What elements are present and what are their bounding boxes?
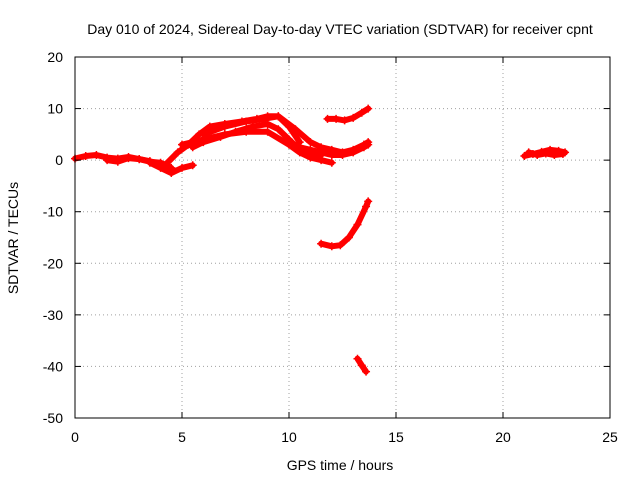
- series-trace: [318, 198, 372, 250]
- data-point: [364, 197, 373, 206]
- data-point: [199, 130, 208, 139]
- data-point: [306, 153, 315, 162]
- data-point: [332, 114, 341, 123]
- data-point: [259, 114, 268, 123]
- data-point: [357, 108, 366, 117]
- x-axis-label: GPS time / hours: [287, 457, 394, 473]
- data-point: [357, 361, 366, 370]
- data-point: [344, 233, 353, 242]
- data-point: [338, 150, 347, 159]
- data-point: [274, 112, 283, 121]
- data-point: [263, 120, 272, 129]
- series-arc-10: [317, 197, 373, 251]
- grid-layer: [75, 57, 610, 418]
- data-point: [359, 143, 368, 152]
- x-tick-label: 15: [388, 429, 404, 445]
- data-point: [178, 140, 186, 149]
- data-point: [167, 169, 176, 178]
- data-point: [173, 148, 182, 157]
- data-point: [291, 125, 300, 134]
- data-point: [541, 149, 550, 158]
- x-tick-label: 5: [178, 429, 186, 445]
- data-point: [317, 148, 326, 157]
- tick-layer: 0 5 10 15 20 25 20 10 0 -10 -20 -30 -40 -50: [43, 49, 618, 445]
- data-point: [550, 150, 559, 159]
- chart-title: Day 010 of 2024, Sidereal Day-to-day VTE…: [87, 21, 593, 37]
- data-point: [306, 145, 315, 154]
- data-point: [145, 158, 154, 167]
- plot-frame: [74, 56, 611, 419]
- series-trace: [179, 128, 335, 166]
- data-point: [317, 239, 326, 248]
- data-point: [160, 161, 169, 170]
- data-point: [103, 156, 112, 165]
- data-point: [340, 116, 349, 125]
- x-tick-label: 0: [71, 429, 79, 445]
- data-point: [135, 155, 144, 164]
- y-tick-label: -10: [43, 204, 63, 220]
- data-point: [178, 163, 186, 172]
- data-point: [353, 220, 362, 229]
- data-point: [353, 354, 362, 363]
- series-arc-9: [323, 104, 373, 125]
- data-point: [285, 140, 293, 149]
- x-tick-label: 10: [281, 429, 297, 445]
- data-point: [524, 148, 533, 157]
- data-point: [295, 143, 304, 152]
- y-axis-label: SDTVAR / TECUs: [5, 182, 21, 294]
- series-arc-8: [295, 140, 373, 159]
- data-point: [327, 158, 336, 167]
- data-point: [364, 140, 373, 149]
- data-point: [336, 241, 345, 250]
- y-tick-label: 10: [47, 101, 63, 117]
- data-point: [327, 150, 336, 159]
- y-tick-label: -40: [43, 358, 63, 374]
- x-tick-label: 25: [602, 429, 618, 445]
- y-tick-label: 0: [55, 152, 63, 168]
- data-point: [274, 125, 283, 134]
- data-point: [323, 114, 332, 123]
- data-point: [306, 138, 315, 147]
- data-point: [362, 202, 371, 211]
- data-point: [263, 127, 272, 136]
- data-point: [558, 149, 567, 158]
- series-arc-13: [524, 148, 567, 159]
- data-point: [113, 157, 122, 166]
- y-tick-label: -50: [43, 410, 63, 426]
- data-point: [349, 148, 358, 157]
- data-point: [364, 104, 373, 113]
- data-point: [92, 150, 101, 159]
- data-point: [362, 367, 371, 376]
- data-layer: [71, 104, 570, 376]
- data-point: [533, 150, 542, 159]
- data-point: [220, 130, 229, 139]
- data-point: [220, 122, 229, 131]
- data-point: [124, 154, 133, 163]
- y-tick-label: -20: [43, 255, 63, 271]
- data-point: [520, 152, 529, 161]
- data-point: [242, 127, 251, 136]
- data-point: [156, 163, 165, 172]
- data-point: [327, 242, 336, 251]
- data-point: [81, 152, 90, 161]
- data-point: [188, 161, 197, 170]
- y-tick-label: 20: [47, 49, 63, 65]
- data-point: [317, 156, 326, 165]
- y-tick-label: -30: [43, 307, 63, 323]
- series-arc-11: [353, 354, 371, 376]
- data-point: [349, 113, 358, 122]
- data-point: [242, 117, 251, 126]
- x-tick-label: 20: [495, 429, 511, 445]
- series-arc-3: [145, 158, 197, 178]
